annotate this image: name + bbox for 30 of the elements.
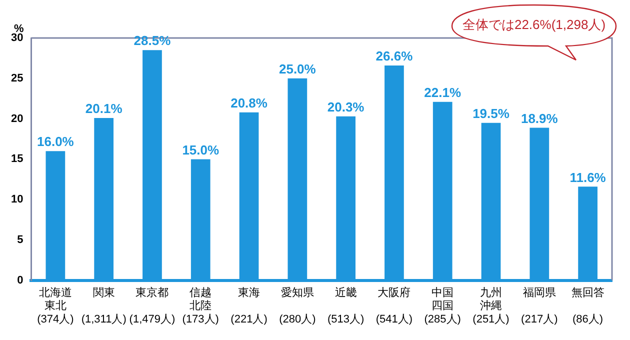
category-label: 大阪府(541人) (376, 287, 413, 326)
data-label: 19.5% (472, 106, 510, 121)
data-label: 26.6% (376, 48, 414, 64)
category-label: 関東(1,311人) (81, 287, 126, 326)
data-label: 11.6% (570, 170, 606, 185)
y-tick-label: 15 (10, 153, 24, 166)
x-tick-label: 信越北陸(173人) (182, 286, 219, 326)
x-tick-label: 北海道東北(374人) (37, 286, 74, 326)
x-tick-label: 九州沖縄(251人) (472, 286, 510, 326)
category-label: 無回答(86人) (571, 287, 604, 326)
y-tick-label: 25 (10, 72, 24, 84)
data-label: 20.8% (230, 95, 268, 110)
y-tick-label: 10 (10, 194, 24, 206)
data-label: 16.0% (36, 134, 74, 150)
data-label: 22.1% (424, 84, 462, 100)
category-label: 愛知県(280人) (279, 287, 316, 326)
data-label: 25.0% (278, 61, 316, 76)
category-label: 東海(221人) (230, 287, 268, 326)
y-tick-label: 20 (10, 112, 24, 125)
data-label: 20.3% (327, 99, 365, 114)
data-label: 20.1% (85, 101, 123, 116)
category-label: 福岡県(217人) (521, 287, 558, 326)
category-label: 近畿(513人) (327, 287, 364, 326)
data-label: 18.9% (520, 110, 558, 126)
y-tick-label: 30 (10, 32, 24, 44)
data-label: 15.0% (182, 142, 220, 158)
x-tick-label: 中国四国(285人) (424, 286, 461, 326)
category-label: 東京都(1,479人) (129, 287, 176, 326)
y-tick-label: 5 (17, 234, 24, 246)
y-tick-label: 0 (17, 274, 24, 286)
